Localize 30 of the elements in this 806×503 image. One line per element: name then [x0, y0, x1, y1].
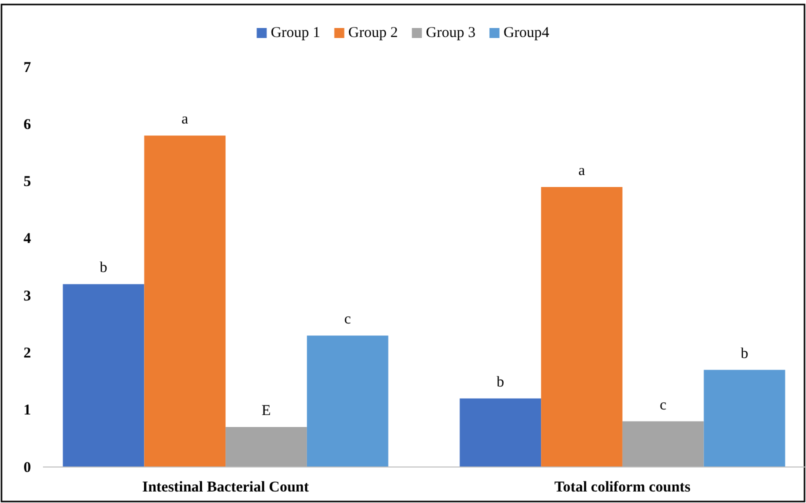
legend-label: Group 3 — [426, 25, 476, 41]
y-tick-label: 6 — [24, 116, 32, 133]
annotation: c — [344, 312, 352, 328]
bar — [622, 421, 704, 467]
legend-label: Group 1 — [270, 25, 320, 41]
bar — [704, 370, 786, 467]
legend-label: Group4 — [503, 25, 550, 41]
bar — [541, 187, 622, 467]
bar — [460, 398, 542, 467]
annotation: b — [496, 374, 504, 390]
y-tick-label: 7 — [24, 60, 32, 76]
annotation: E — [262, 403, 271, 419]
bar — [306, 336, 388, 467]
y-tick-label: 1 — [24, 402, 31, 419]
y-tick-label: 0 — [24, 460, 31, 476]
annotation: a — [182, 112, 189, 128]
annotation: b — [100, 260, 108, 276]
y-tick-label: 5 — [24, 174, 31, 190]
x-tick-label: Total coliform counts — [554, 480, 691, 496]
x-tick-label: Intestinal Bacterial Count — [142, 480, 309, 496]
y-tick-label: 3 — [24, 288, 31, 304]
annotation: c — [660, 397, 667, 414]
annotation: b — [740, 346, 748, 362]
annotation: a — [578, 163, 586, 179]
bar — [144, 136, 226, 467]
y-tick-label: 4 — [24, 231, 32, 248]
y-tick-label: 2 — [24, 346, 31, 362]
bar — [62, 284, 144, 467]
bar — [226, 427, 307, 467]
legend-label: Group 2 — [348, 25, 398, 41]
